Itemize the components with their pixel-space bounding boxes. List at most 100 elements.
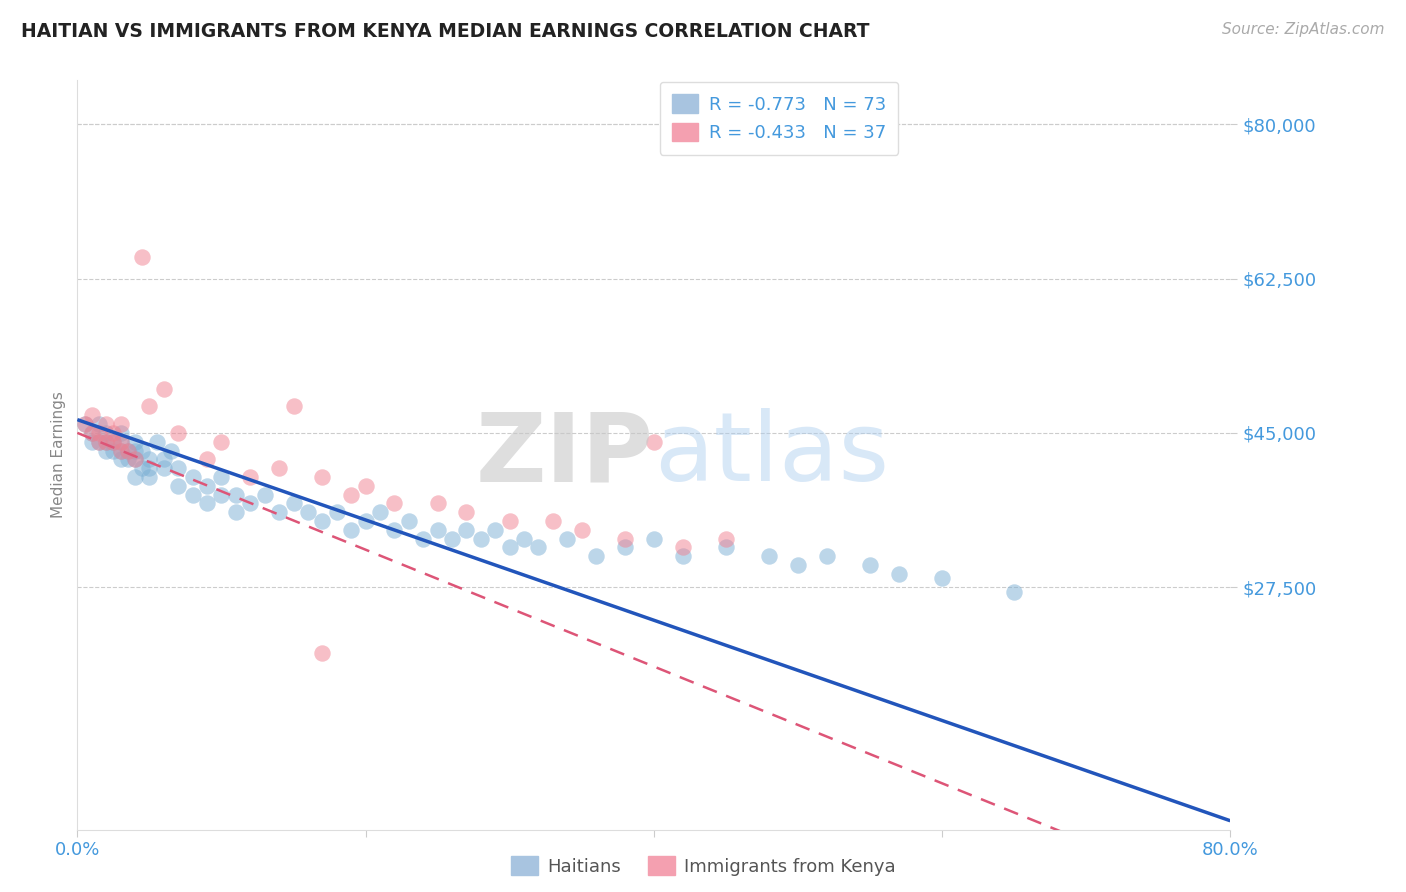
Point: [368, 505, 391, 519]
Point: [124, 443, 146, 458]
Point: [311, 646, 333, 660]
Point: [239, 496, 262, 510]
Point: [211, 434, 233, 449]
Point: [225, 487, 247, 501]
Point: [253, 487, 276, 501]
Point: [124, 452, 146, 467]
Point: [124, 434, 146, 449]
Point: [138, 470, 160, 484]
Point: [138, 452, 160, 467]
Point: [167, 425, 190, 440]
Point: [614, 541, 637, 555]
Point: [211, 470, 233, 484]
Point: [441, 532, 464, 546]
Point: [527, 541, 550, 555]
Point: [499, 514, 522, 528]
Point: [80, 425, 103, 440]
Point: [382, 496, 406, 510]
Point: [131, 443, 153, 458]
Point: [283, 400, 305, 414]
Point: [412, 532, 434, 546]
Point: [225, 505, 247, 519]
Point: [585, 549, 607, 564]
Point: [124, 470, 146, 484]
Point: [297, 505, 319, 519]
Point: [426, 523, 449, 537]
Point: [110, 434, 132, 449]
Point: [787, 558, 810, 573]
Point: [96, 443, 118, 458]
Point: [672, 549, 695, 564]
Text: Source: ZipAtlas.com: Source: ZipAtlas.com: [1222, 22, 1385, 37]
Point: [124, 452, 146, 467]
Point: [267, 505, 291, 519]
Point: [96, 425, 118, 440]
Point: [181, 470, 204, 484]
Point: [571, 523, 593, 537]
Point: [87, 434, 110, 449]
Point: [513, 532, 536, 546]
Point: [103, 434, 125, 449]
Point: [1002, 584, 1025, 599]
Point: [311, 514, 333, 528]
Point: [117, 452, 139, 467]
Point: [340, 487, 363, 501]
Point: [96, 434, 118, 449]
Point: [470, 532, 492, 546]
Point: [131, 250, 153, 264]
Point: [283, 496, 305, 510]
Point: [426, 496, 449, 510]
Point: [456, 523, 478, 537]
Point: [117, 443, 139, 458]
Point: [239, 470, 262, 484]
Point: [110, 425, 132, 440]
Point: [499, 541, 522, 555]
Point: [153, 452, 174, 467]
Point: [643, 434, 665, 449]
Legend: R = -0.773   N = 73, R = -0.433   N = 37: R = -0.773 N = 73, R = -0.433 N = 37: [659, 82, 898, 155]
Point: [87, 434, 110, 449]
Point: [398, 514, 420, 528]
Point: [80, 409, 103, 423]
Point: [195, 452, 218, 467]
Point: [80, 434, 103, 449]
Point: [110, 443, 132, 458]
Point: [103, 425, 125, 440]
Point: [714, 532, 737, 546]
Y-axis label: Median Earnings: Median Earnings: [51, 392, 66, 518]
Text: ZIP: ZIP: [475, 409, 654, 501]
Point: [131, 461, 153, 475]
Point: [614, 532, 637, 546]
Point: [96, 417, 118, 431]
Point: [117, 443, 139, 458]
Point: [103, 434, 125, 449]
Point: [87, 417, 110, 431]
Point: [859, 558, 882, 573]
Point: [887, 566, 910, 581]
Point: [153, 382, 174, 396]
Point: [382, 523, 406, 537]
Point: [167, 479, 190, 493]
Point: [195, 479, 218, 493]
Point: [931, 571, 953, 585]
Point: [110, 452, 132, 467]
Legend: Haitians, Immigrants from Kenya: Haitians, Immigrants from Kenya: [503, 849, 903, 883]
Point: [714, 541, 737, 555]
Point: [96, 434, 118, 449]
Text: HAITIAN VS IMMIGRANTS FROM KENYA MEDIAN EARNINGS CORRELATION CHART: HAITIAN VS IMMIGRANTS FROM KENYA MEDIAN …: [21, 22, 869, 41]
Point: [672, 541, 695, 555]
Point: [456, 505, 478, 519]
Point: [340, 523, 363, 537]
Point: [643, 532, 665, 546]
Point: [354, 514, 377, 528]
Point: [354, 479, 377, 493]
Point: [325, 505, 349, 519]
Point: [815, 549, 838, 564]
Point: [211, 487, 233, 501]
Point: [110, 417, 132, 431]
Point: [153, 461, 174, 475]
Point: [311, 470, 333, 484]
Point: [103, 443, 125, 458]
Point: [145, 434, 167, 449]
Point: [557, 532, 579, 546]
